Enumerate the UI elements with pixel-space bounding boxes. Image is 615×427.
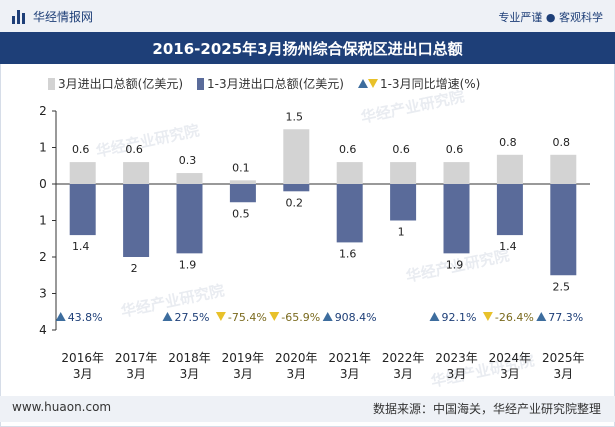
growth-label: 27.5% xyxy=(175,311,210,324)
tagline: 专业严谨 ● 客观科学 xyxy=(498,11,603,24)
footer-source: 数据来源：中国海关，华经产业研究院整理 xyxy=(372,402,601,416)
bar-label-march: 1.5 xyxy=(286,110,304,123)
bar-march xyxy=(390,162,417,184)
growth-marker-down xyxy=(482,312,493,321)
bar-label-march: 0.6 xyxy=(446,143,464,156)
bar-march xyxy=(496,154,523,184)
x-tick-label: 2021年 3月 xyxy=(328,351,371,381)
bar-march xyxy=(283,129,310,184)
bar-ytd xyxy=(176,184,203,254)
bar-label-ytd: 2 xyxy=(131,262,138,275)
bar-march xyxy=(336,162,363,184)
bar-ytd xyxy=(336,184,363,243)
bar-label-march: 0.8 xyxy=(553,136,571,149)
growth-label: 92.1% xyxy=(442,311,477,324)
x-tick-label: 2018年 3月 xyxy=(168,351,211,381)
growth-label: 77.3% xyxy=(548,311,583,324)
bar-label-ytd: 1.9 xyxy=(446,258,464,271)
top-bar xyxy=(0,0,615,32)
footer-bar xyxy=(0,396,615,422)
bar-label-ytd: 1.6 xyxy=(339,247,357,260)
bar-label-march: 0.6 xyxy=(125,143,143,156)
growth-marker-up xyxy=(322,312,333,321)
triangle-up-icon xyxy=(357,79,368,88)
y-tick-label: 4 xyxy=(39,323,47,337)
bar-march xyxy=(550,154,577,184)
growth-label: 43.8% xyxy=(68,311,103,324)
growth-label: -75.4% xyxy=(228,311,267,324)
bar-label-march: 0.6 xyxy=(72,143,90,156)
x-tick-label: 2020年 3月 xyxy=(275,351,318,381)
bar-label-march: 0.6 xyxy=(339,143,357,156)
bar-label-march: 0.8 xyxy=(499,136,517,149)
bar-ytd xyxy=(443,184,470,254)
y-tick-label: 3 xyxy=(39,287,47,301)
bar-march xyxy=(443,162,470,184)
legend-item-ytd: 1-3月进出口总额(亿美元) xyxy=(197,75,344,92)
legend-label-ytd: 1-3月进出口总额(亿美元) xyxy=(207,77,344,91)
bar-march xyxy=(69,162,96,184)
growth-marker-up xyxy=(429,312,440,321)
bar-label-ytd: 1.4 xyxy=(499,240,517,253)
x-tick-label: 2024年 3月 xyxy=(489,351,532,381)
legend-label-growth: 1-3月同比增速(%) xyxy=(379,77,481,91)
bar-label-ytd: 2.5 xyxy=(553,280,571,293)
bar-label-march: 0.6 xyxy=(392,143,410,156)
y-tick-label: 1 xyxy=(39,141,47,155)
bar-label-march: 0.3 xyxy=(179,154,197,167)
growth-marker-down xyxy=(269,312,280,321)
brand-logo[interactable]: 华经情报网 xyxy=(12,8,93,25)
footer-url[interactable]: www.huaon.com xyxy=(12,400,112,414)
x-tick-label: 2019年 3月 xyxy=(222,351,265,381)
bar-ytd xyxy=(550,184,577,276)
bar-label-ytd: 1.4 xyxy=(72,240,90,253)
growth-marker-up xyxy=(55,312,66,321)
chart-legend: 3月进出口总额(亿美元) 1-3月进出口总额(亿美元) 1-3月同比增速(%) xyxy=(48,75,494,92)
bar-ytd xyxy=(229,184,256,203)
growth-marker-down xyxy=(215,312,226,321)
bar-label-march: 0.1 xyxy=(232,161,250,174)
triangle-down-icon xyxy=(367,79,378,88)
x-tick-label: 2022年 3月 xyxy=(382,351,425,381)
x-tick-label: 2025年 3月 xyxy=(542,351,585,381)
bar-march xyxy=(176,173,203,184)
bar-ytd xyxy=(390,184,417,221)
title-bar xyxy=(0,32,615,64)
bar-march xyxy=(123,162,150,184)
y-tick-label: 0 xyxy=(39,177,47,191)
legend-item-growth: 1-3月同比增速(%) xyxy=(357,75,481,92)
bar-ytd xyxy=(123,184,150,257)
logo-bars-icon xyxy=(12,9,27,24)
legend-item-march: 3月进出口总额(亿美元) xyxy=(48,75,183,92)
growth-label: -65.9% xyxy=(281,311,320,324)
brand-name: 华经情报网 xyxy=(33,10,94,24)
bar-march xyxy=(229,180,256,184)
bar-label-ytd: 0.5 xyxy=(232,207,250,220)
bar-label-ytd: 1 xyxy=(398,226,405,239)
bar-ytd xyxy=(496,184,523,236)
x-tick-label: 2017年 3月 xyxy=(115,351,158,381)
x-tick-label: 2023年 3月 xyxy=(435,351,478,381)
bar-label-ytd: 0.2 xyxy=(286,196,304,209)
y-tick-label: 2 xyxy=(39,104,47,118)
bar-ytd xyxy=(69,184,96,236)
bar-label-ytd: 1.9 xyxy=(179,258,197,271)
growth-marker-up xyxy=(536,312,547,321)
growth-label: -26.4% xyxy=(495,311,534,324)
bar-ytd xyxy=(283,184,310,192)
legend-swatch-blue xyxy=(197,77,204,90)
growth-marker-up xyxy=(162,312,173,321)
y-tick-label: 1 xyxy=(39,214,47,228)
x-tick-label: 2016年 3月 xyxy=(61,351,104,381)
legend-label-march: 3月进出口总额(亿美元) xyxy=(58,77,183,91)
chart-title: 2016-2025年3月扬州综合保税区进出口总额 xyxy=(152,40,463,58)
growth-label: 908.4% xyxy=(335,311,377,324)
legend-swatch-gray xyxy=(48,77,55,90)
y-tick-label: 2 xyxy=(39,250,47,264)
